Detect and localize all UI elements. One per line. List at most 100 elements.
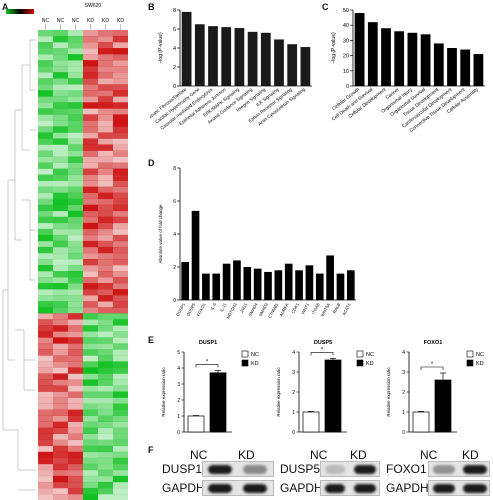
heatmap-cell — [53, 439, 68, 447]
heatmap-cell — [113, 397, 128, 404]
heatmap-cell — [38, 162, 53, 169]
heatmap-column-label: KD — [102, 18, 109, 24]
heatmap-cell — [68, 240, 83, 248]
heatmap-cell — [38, 246, 53, 254]
heatmap-cell — [38, 126, 53, 133]
heatmap-cell — [83, 228, 98, 236]
bar — [412, 411, 430, 433]
legend-swatch — [356, 359, 364, 367]
heatmap-cell — [38, 174, 53, 181]
heatmap-cell — [38, 108, 53, 115]
heatmap-cell — [68, 361, 83, 368]
panel-label-c: C — [322, 2, 329, 12]
x-tick-label: NOTCH2 — [225, 302, 238, 320]
heatmap-cell — [68, 174, 83, 181]
heatmap-cell — [98, 60, 113, 67]
bar — [221, 27, 232, 87]
heatmap-cell — [38, 54, 53, 61]
blot-3-kd-label: KD — [462, 448, 479, 462]
heatmap-cell — [53, 186, 68, 193]
heatmap-cell — [113, 469, 128, 477]
heatmap-cell — [113, 198, 128, 206]
heatmap-cell — [53, 415, 68, 422]
heatmap-cell — [113, 258, 128, 266]
heatmap-cell — [113, 60, 128, 67]
bar — [287, 44, 298, 86]
heatmap-cell — [83, 138, 98, 145]
panel-label-a: A — [2, 2, 9, 12]
heatmap-cell — [98, 487, 113, 495]
heatmap-cell — [98, 289, 113, 296]
bar — [305, 265, 314, 300]
heatmap-cell — [113, 48, 128, 55]
blot-1-target — [202, 461, 274, 477]
heatmap-cell — [83, 204, 98, 212]
heatmap-cell — [98, 186, 113, 193]
heatmap-cell — [113, 373, 128, 380]
heatmap-cell — [83, 397, 98, 404]
blot-2-gapdh-nc-band — [325, 484, 345, 493]
heatmap-cell — [113, 126, 128, 133]
blot-1-protein-label: DUSP1 — [162, 462, 203, 476]
heatmap-cell — [98, 234, 113, 242]
heatmap-cell — [38, 265, 53, 272]
heatmap-cell — [53, 126, 68, 133]
heatmap-cell — [98, 301, 113, 308]
heatmap-cell — [83, 72, 98, 79]
heatmap-cell — [98, 78, 113, 85]
heatmap-cell — [38, 331, 53, 338]
heatmap-cell — [53, 210, 68, 218]
heatmap-cell — [113, 403, 128, 410]
heatmap-cell — [38, 277, 53, 284]
heatmap-cell — [98, 246, 113, 254]
heatmap-cell — [53, 481, 68, 489]
legend-label: KD — [251, 361, 259, 367]
heatmap-cell — [68, 252, 83, 260]
heatmap-cell — [98, 222, 113, 230]
heatmap-cell — [113, 367, 128, 374]
heatmap-cell — [98, 66, 113, 73]
heatmap-cell — [68, 469, 83, 477]
heatmap-cell — [83, 445, 98, 453]
heatmap-cell — [38, 487, 53, 495]
heatmap-cell — [68, 162, 83, 169]
bar — [346, 270, 355, 300]
heatmap-cell — [68, 475, 83, 483]
heatmap-cell — [68, 463, 83, 471]
heatmap-cell — [38, 132, 53, 139]
heatmap-cell — [83, 469, 98, 477]
heatmap-cell — [38, 295, 53, 302]
heatmap-cell — [98, 415, 113, 422]
heatmap-cell — [68, 102, 83, 109]
heatmap-cell — [113, 385, 128, 392]
heatmap-cell — [98, 102, 113, 109]
heatmap-cell — [38, 355, 53, 362]
heatmap-cell — [68, 84, 83, 91]
heatmap-cell — [53, 150, 68, 157]
heatmap-cell — [83, 66, 98, 73]
heatmap-cell — [53, 240, 68, 248]
heatmap-cell — [98, 481, 113, 489]
heatmap-cell — [68, 114, 83, 121]
bar — [274, 270, 283, 300]
heatmap-cell — [98, 319, 113, 326]
heatmap-cell — [113, 234, 128, 242]
heatmap-cell — [113, 415, 128, 422]
x-tick-label: IL-11 — [219, 302, 228, 313]
heatmap-cell — [98, 54, 113, 61]
heatmap-cell — [83, 246, 98, 254]
heatmap-cell — [113, 271, 128, 278]
y-tick-label: 1 — [292, 410, 295, 416]
heatmap-cell — [38, 391, 53, 398]
heatmap-cell — [53, 102, 68, 109]
heatmap-cell — [38, 325, 53, 332]
heatmap-cell — [83, 108, 98, 115]
heatmap-cell — [38, 361, 53, 368]
heatmap-cell — [38, 451, 53, 459]
heatmap-cell — [68, 445, 83, 453]
heatmap-cell — [53, 72, 68, 79]
heatmap-cell — [53, 198, 68, 206]
heatmap-cell — [53, 108, 68, 115]
heatmap-cell — [83, 313, 98, 320]
heatmap-cell — [83, 403, 98, 410]
